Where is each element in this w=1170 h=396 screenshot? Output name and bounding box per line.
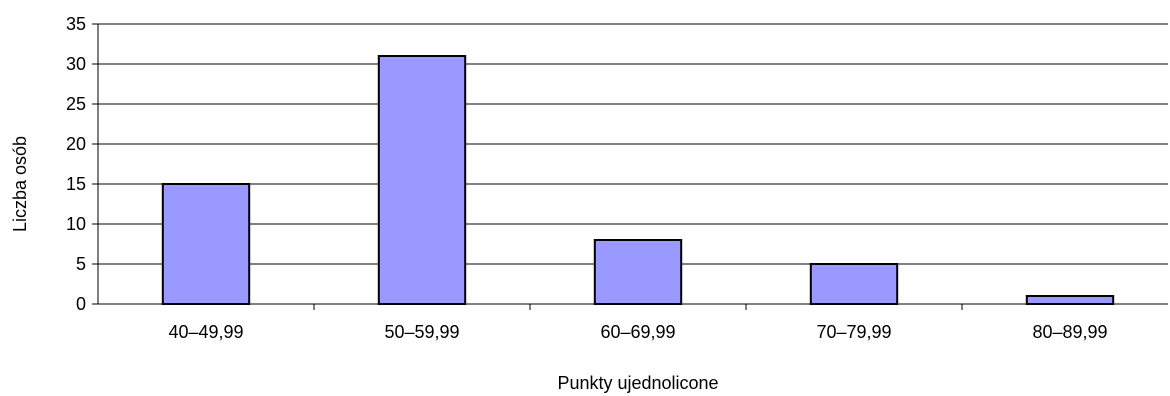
axes [92, 23, 1168, 310]
y-tick-label: 5 [76, 254, 86, 274]
gridlines [98, 23, 1168, 265]
bar [809, 263, 899, 305]
y-tick-label: 0 [76, 294, 86, 314]
x-tick-labels: 40–49,99 50–59,99 60–69,99 70–79,99 80–89,99 [168, 322, 1107, 342]
y-tick-label: 25 [66, 94, 86, 114]
x-tick-label: 40–49,99 [168, 322, 243, 342]
x-tick-label: 60–69,99 [600, 322, 675, 342]
y-tick-label: 35 [66, 14, 86, 34]
y-axis-title: Liczba osób [10, 136, 30, 232]
y-tick-label: 15 [66, 174, 86, 194]
bar [1025, 295, 1115, 305]
y-tick-label: 20 [66, 134, 86, 154]
bar [593, 239, 683, 305]
bar [377, 55, 467, 305]
bars [161, 55, 1115, 305]
x-axis-title: Punkty ujednolicone [557, 373, 718, 393]
y-tick-label: 30 [66, 54, 86, 74]
x-tick-label: 50–59,99 [384, 322, 459, 342]
bar [161, 183, 251, 305]
x-tick-label: 70–79,99 [816, 322, 891, 342]
y-tick-label: 10 [66, 214, 86, 234]
x-tick-label: 80–89,99 [1032, 322, 1107, 342]
y-tick-labels: 0 5 10 15 20 25 30 35 [66, 14, 86, 314]
